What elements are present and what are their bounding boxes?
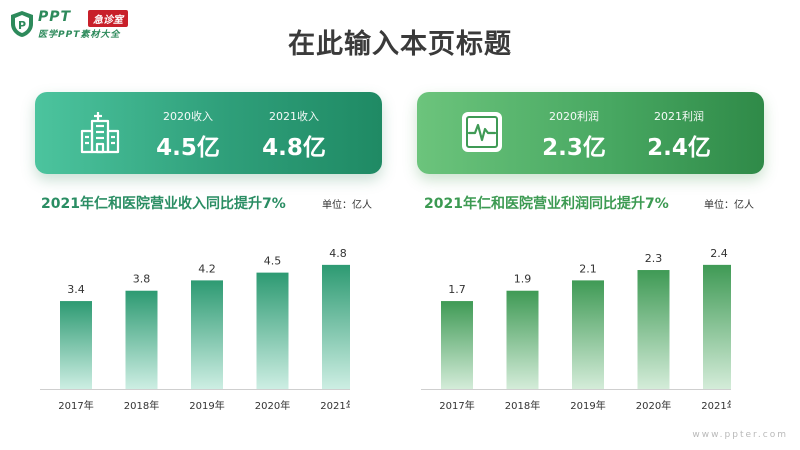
data-label: 4.5 (264, 255, 282, 268)
stat-value: 4.5亿 (156, 135, 220, 161)
bar-2019年 (572, 280, 604, 389)
footer-watermark: www.ppter.com (692, 430, 788, 440)
data-label: 3.4 (67, 283, 85, 296)
bar-2017年 (441, 301, 473, 389)
revenue-chart-title: 2021年仁和医院营业收入同比提升7% (41, 196, 286, 212)
bar-2021年 (703, 264, 731, 389)
x-tick-label: 2019年 (189, 399, 224, 412)
shield-logo-icon: P (11, 11, 33, 37)
stat-value: 2.4亿 (647, 135, 711, 161)
logo-subtitle: 医学PPT素材大全 (38, 30, 121, 40)
bar-2017年 (60, 301, 92, 389)
profit-card: 2020利润 2.3亿 2021利润 2.4亿 (417, 92, 764, 174)
x-tick-label: 2021年 (701, 399, 731, 412)
data-label: 2.4 (710, 247, 728, 260)
x-tick-label: 2020年 (636, 399, 671, 412)
data-label: 2.1 (579, 262, 597, 275)
stat-2021-profit: 2021利润 2.4亿 (639, 108, 719, 162)
x-tick-label: 2018年 (124, 399, 159, 412)
bar-2018年 (506, 290, 539, 389)
profit-chart-title: 2021年仁和医院营业利润同比提升7% (424, 196, 669, 212)
bar-2021年 (322, 264, 350, 389)
logo-badge: 急诊室 (88, 10, 128, 27)
page-title[interactable]: 在此输入本页标题 (288, 29, 512, 60)
bar-2019年 (191, 280, 223, 389)
hospital-building-icon (80, 112, 120, 154)
x-tick-label: 2019年 (570, 399, 605, 412)
data-label: 1.9 (514, 273, 532, 286)
stat-label: 2021利润 (654, 110, 704, 123)
data-label: 1.7 (448, 283, 466, 296)
profit-bar-chart: 1.7 2017年 1.9 2018年 2.1 2019年 2.3 2020年 2.4 2021年 (421, 247, 731, 412)
data-label: 2.3 (645, 252, 663, 265)
brand-logo: P PPT 急诊室 医学PPT素材大全 (10, 8, 150, 40)
x-tick-label: 2021年 (320, 399, 350, 412)
revenue-card: 2020收入 4.5亿 2021收入 4.8亿 (35, 92, 382, 174)
stat-label: 2020利润 (549, 110, 599, 123)
x-tick-label: 2018年 (505, 399, 540, 412)
data-label: 4.2 (198, 262, 216, 275)
data-label: 4.8 (329, 247, 347, 260)
stat-label: 2021收入 (269, 110, 319, 123)
logo-brand-text: PPT (38, 9, 72, 25)
heartbeat-monitor-icon (462, 112, 502, 152)
data-label: 3.8 (133, 273, 151, 286)
profit-chart-unit: 单位：亿人 (704, 200, 754, 211)
bar-2020年 (637, 270, 670, 389)
stat-2020-profit: 2020利润 2.3亿 (534, 108, 614, 162)
stat-2020-revenue: 2020收入 4.5亿 (148, 108, 228, 162)
stat-label: 2020收入 (163, 110, 213, 123)
x-tick-label: 2020年 (255, 399, 290, 412)
bar-2018年 (125, 290, 158, 389)
revenue-bar-chart: 3.4 2017年 3.8 2018年 4.2 2019年 4.5 2020年 4.8 2021年 (40, 247, 350, 412)
revenue-chart-unit: 单位：亿人 (322, 200, 372, 211)
stat-value: 2.3亿 (542, 135, 606, 161)
stat-value: 4.8亿 (262, 135, 326, 161)
stat-2021-revenue: 2021收入 4.8亿 (254, 108, 334, 162)
x-tick-label: 2017年 (439, 399, 474, 412)
x-tick-label: 2017年 (58, 399, 93, 412)
svg-text:P: P (18, 19, 26, 32)
bar-2020年 (256, 272, 289, 389)
